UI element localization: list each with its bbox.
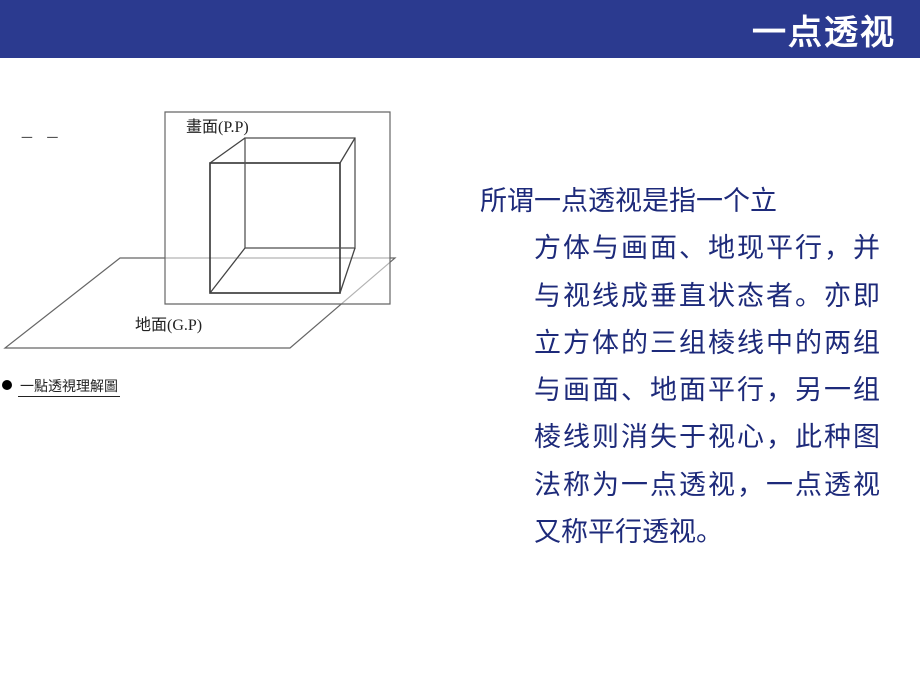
slide-title: 一点透视 xyxy=(752,5,896,54)
text-panel: 所谓一点透视是指一个立 方体与画面、地现平行，并与视线成垂直状态者。亦即立方体的… xyxy=(450,58,920,690)
content-area: ㄧ ㄧ 畫面(P.P) 地面(G.P) xyxy=(0,58,920,690)
perspective-diagram: 畫面(P.P) 地面(G.P) xyxy=(0,68,440,388)
diagram-caption: 一點透視理解圖 xyxy=(18,376,120,397)
picture-plane xyxy=(165,112,390,304)
label-picture-plane: 畫面(P.P) xyxy=(186,118,249,136)
header-bar: 一点透视 xyxy=(0,0,920,58)
body-first-line: 所谓一点透视是指一个立 xyxy=(480,178,880,225)
caption-bullet-icon xyxy=(2,380,12,390)
diagram-panel: ㄧ ㄧ 畫面(P.P) 地面(G.P) xyxy=(0,58,450,690)
body-paragraph: 所谓一点透视是指一个立 方体与画面、地现平行，并与视线成垂直状态者。亦即立方体的… xyxy=(480,178,880,556)
label-ground-plane: 地面(G.P) xyxy=(135,316,202,334)
body-rest-text: 方体与画面、地现平行，并与视线成垂直状态者。亦即立方体的三组棱线中的两组与画面、… xyxy=(480,225,880,556)
